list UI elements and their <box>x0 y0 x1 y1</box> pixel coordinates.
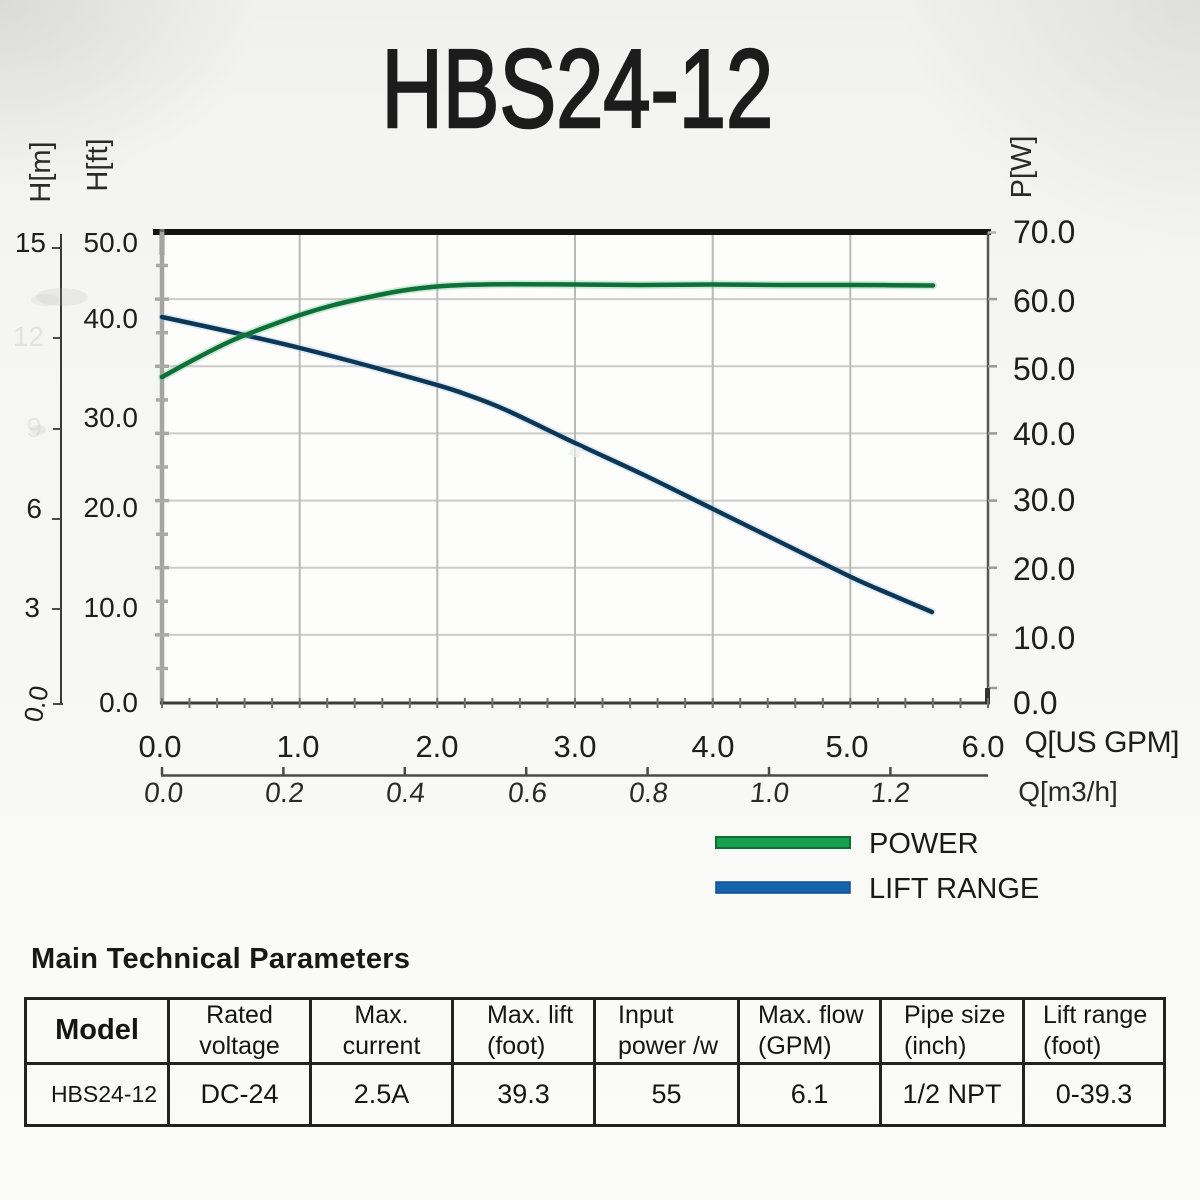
svg-text:3: 3 <box>24 592 40 623</box>
svg-text:H[m]: H[m] <box>25 141 57 202</box>
svg-text:50.0: 50.0 <box>1013 351 1075 387</box>
svg-text:70.0: 70.0 <box>1013 214 1075 250</box>
svg-text:H[ft]: H[ft] <box>82 138 114 191</box>
svg-text:40.0: 40.0 <box>84 303 139 334</box>
svg-text:1.2: 1.2 <box>870 777 912 808</box>
svg-text:60.0: 60.0 <box>1013 283 1075 319</box>
svg-text:0.0: 0.0 <box>143 777 185 808</box>
svg-text:POWER: POWER <box>869 828 979 860</box>
svg-text:5.0: 5.0 <box>825 729 868 764</box>
svg-text:50.0: 50.0 <box>84 227 139 258</box>
svg-text:6.0: 6.0 <box>961 729 1004 764</box>
svg-text:9: 9 <box>26 412 42 443</box>
svg-text:6: 6 <box>26 493 42 524</box>
svg-text:10.0: 10.0 <box>84 592 139 623</box>
svg-text:12: 12 <box>13 321 44 352</box>
svg-text:40.0: 40.0 <box>1013 416 1075 452</box>
svg-text:1.0: 1.0 <box>749 777 791 808</box>
svg-text:0.4: 0.4 <box>385 777 427 808</box>
svg-text:20.0: 20.0 <box>1013 551 1075 587</box>
svg-text:Q[US GPM]: Q[US GPM] <box>1025 726 1180 759</box>
svg-text:P[W]: P[W] <box>1006 136 1038 199</box>
svg-text:LIFT RANGE: LIFT RANGE <box>869 873 1039 905</box>
svg-text:0.0: 0.0 <box>18 683 55 725</box>
svg-text:0.0: 0.0 <box>138 729 181 764</box>
svg-text:30.0: 30.0 <box>1013 482 1075 518</box>
svg-text:20.0: 20.0 <box>84 492 139 523</box>
svg-text:0.2: 0.2 <box>264 777 306 808</box>
svg-text:0.0: 0.0 <box>1013 685 1057 721</box>
svg-text:30.0: 30.0 <box>84 402 139 433</box>
svg-text:0.0: 0.0 <box>99 687 138 718</box>
svg-text:15: 15 <box>15 227 46 258</box>
svg-text:4.0: 4.0 <box>691 729 734 764</box>
svg-text:0.8: 0.8 <box>628 777 670 808</box>
svg-text:10.0: 10.0 <box>1013 620 1075 656</box>
svg-text:3.0: 3.0 <box>553 729 596 764</box>
svg-text:0.6: 0.6 <box>507 777 549 808</box>
svg-text:2.0: 2.0 <box>415 729 458 764</box>
svg-text:1.0: 1.0 <box>276 729 319 764</box>
svg-text:Q[m3/h]: Q[m3/h] <box>1018 776 1118 807</box>
